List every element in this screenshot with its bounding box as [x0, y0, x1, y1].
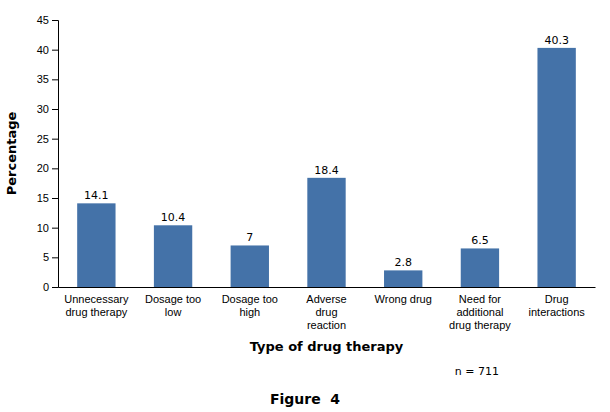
x-tick: Wrong drug: [375, 293, 432, 305]
y-tick-label: 25: [37, 133, 49, 145]
x-tick-label-line: high: [239, 306, 260, 318]
x-tick-label-line: low: [165, 306, 182, 318]
y-tick-label: 0: [43, 281, 49, 293]
y-tick-label: 30: [37, 103, 49, 115]
x-tick-label-line: drug: [315, 306, 337, 318]
x-tick-label: Unnecessarydrug therapy: [64, 293, 129, 318]
y-tick: 0: [43, 281, 58, 293]
data-label: 7: [246, 231, 253, 244]
bar: [154, 225, 192, 287]
bar: [77, 203, 115, 287]
y-tick-label: 40: [37, 44, 49, 56]
y-tick-mark: [52, 198, 58, 199]
x-tick-label-line: Unnecessary: [64, 293, 129, 305]
y-tick: 35: [37, 73, 58, 85]
x-tick: Need foradditionaldrug therapy: [449, 293, 511, 331]
y-tick: 5: [43, 251, 58, 263]
y-tick: 15: [37, 192, 58, 204]
x-tick-label-line: Drug: [545, 293, 569, 305]
data-label: 2.8: [394, 256, 412, 269]
y-tick-mark: [52, 257, 58, 258]
data-labels: 14.1 10.4 7 18.4 2.8 6.5 40.3: [84, 34, 569, 270]
y-tick: 20: [37, 162, 58, 174]
x-tick-label-line: Need for: [459, 293, 502, 305]
x-tick-label-line: Wrong drug: [375, 293, 432, 305]
y-tick-mark: [52, 287, 58, 288]
y-tick: 40: [37, 44, 58, 56]
x-tick: Druginteractions: [529, 293, 586, 318]
y-tick-mark: [52, 20, 58, 21]
x-tick-label: Adversedrugreaction: [306, 293, 346, 331]
y-tick-mark: [52, 139, 58, 140]
y-tick: 10: [37, 222, 58, 234]
annotation: n = 711: [455, 365, 499, 378]
bar: [461, 248, 499, 287]
x-tick-label-line: Dosage too: [222, 293, 278, 305]
y-tick-label: 20: [37, 162, 49, 174]
bar: [307, 178, 345, 287]
x-tick-label-line: drug therapy: [65, 306, 127, 318]
y-tick-label: 45: [37, 14, 49, 26]
x-axis: Unnecessarydrug therapyDosage toolowDosa…: [59, 288, 596, 332]
y-tick-mark: [52, 228, 58, 229]
x-tick: Unnecessarydrug therapy: [64, 293, 129, 318]
x-tick-label: Need foradditionaldrug therapy: [449, 293, 511, 331]
x-tick-label: Dosage toohigh: [222, 293, 278, 318]
chart: 14.1 10.4 7 18.4 2.8 6.5 40.3 0 5 10 15 20 25 30 35 40 4…: [0, 0, 610, 412]
data-label: 6.5: [471, 234, 489, 247]
x-tick-label: Druginteractions: [529, 293, 586, 318]
y-tick-mark: [52, 79, 58, 80]
bars: [77, 48, 576, 287]
y-tick: 30: [37, 103, 58, 115]
y-tick-label: 35: [37, 73, 49, 85]
data-label: 40.3: [544, 34, 569, 47]
x-tick: Adversedrugreaction: [306, 293, 346, 331]
x-tick-label-line: additional: [456, 306, 503, 318]
x-tick-label-line: Dosage too: [145, 293, 201, 305]
data-label: 10.4: [161, 211, 186, 224]
bar: [231, 245, 269, 287]
y-axis-line: [52, 21, 59, 288]
y-tick-label: 15: [37, 192, 49, 204]
y-tick-label: 10: [37, 222, 49, 234]
bar: [537, 48, 575, 287]
bar: [384, 270, 422, 287]
x-axis-title: Type of drug therapy: [250, 339, 404, 354]
x-tick: Dosage toolow: [145, 293, 201, 318]
y-tick: 25: [37, 133, 58, 145]
x-tick-label-line: reaction: [307, 319, 346, 331]
x-tick-label: Dosage toolow: [145, 293, 201, 318]
x-axis-line: [59, 287, 596, 288]
x-tick: Dosage toohigh: [222, 293, 278, 318]
y-axis-title: Percentage: [4, 112, 19, 196]
x-tick-label-line: drug therapy: [449, 319, 511, 331]
plot-area: 14.1 10.4 7 18.4 2.8 6.5 40.3 0 5 10 15 20 25 30 35 40 4…: [37, 14, 596, 331]
data-label: 18.4: [314, 164, 339, 177]
y-tick: 45: [37, 14, 58, 26]
figure-caption: Figure 4: [270, 391, 340, 407]
y-tick-label: 5: [43, 251, 49, 263]
x-tick-label-line: interactions: [529, 306, 586, 318]
x-tick-label: Wrong drug: [375, 293, 432, 305]
y-tick-mark: [52, 168, 58, 169]
y-tick-mark: [52, 109, 58, 110]
y-tick-mark: [52, 50, 58, 51]
data-label: 14.1: [84, 189, 109, 202]
x-tick-label-line: Adverse: [306, 293, 346, 305]
y-axis: 0 5 10 15 20 25 30 35 40 45: [37, 14, 59, 293]
